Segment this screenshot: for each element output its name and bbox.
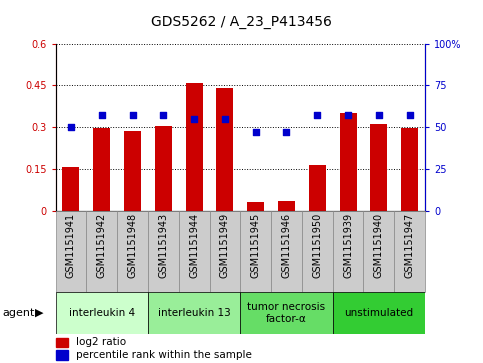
Text: GSM1151948: GSM1151948 <box>128 213 138 278</box>
Text: GSM1151941: GSM1151941 <box>66 213 76 278</box>
Bar <box>86 211 117 292</box>
Point <box>252 129 259 135</box>
Bar <box>240 211 271 292</box>
Bar <box>56 292 148 334</box>
Bar <box>56 350 69 360</box>
Bar <box>179 211 210 292</box>
Bar <box>56 338 69 347</box>
Bar <box>309 165 326 211</box>
Text: GSM1151943: GSM1151943 <box>158 213 168 278</box>
Text: interleukin 4: interleukin 4 <box>69 308 135 318</box>
Point <box>375 113 383 118</box>
Text: ▶: ▶ <box>35 308 43 318</box>
Text: GSM1151939: GSM1151939 <box>343 213 353 278</box>
Point <box>98 113 106 118</box>
Text: GSM1151942: GSM1151942 <box>97 213 107 278</box>
Bar <box>185 82 202 211</box>
Bar <box>364 211 394 292</box>
Point <box>406 113 413 118</box>
Text: GDS5262 / A_23_P413456: GDS5262 / A_23_P413456 <box>151 15 332 29</box>
Bar <box>340 113 356 211</box>
Bar <box>271 211 302 292</box>
Text: GSM1151947: GSM1151947 <box>405 213 414 278</box>
Point <box>283 129 290 135</box>
Bar <box>155 126 172 211</box>
Bar <box>148 292 241 334</box>
Bar <box>302 211 333 292</box>
Bar <box>333 211 364 292</box>
Text: GSM1151950: GSM1151950 <box>313 213 322 278</box>
Bar <box>210 211 240 292</box>
Point <box>67 124 75 130</box>
Bar <box>401 129 418 211</box>
Point <box>128 113 136 118</box>
Point <box>313 113 321 118</box>
Bar <box>333 292 425 334</box>
Text: log2 ratio: log2 ratio <box>76 337 126 347</box>
Bar <box>278 201 295 211</box>
Text: percentile rank within the sample: percentile rank within the sample <box>76 350 252 360</box>
Bar <box>370 124 387 211</box>
Text: GSM1151940: GSM1151940 <box>374 213 384 278</box>
Bar <box>394 211 425 292</box>
Text: GSM1151949: GSM1151949 <box>220 213 230 278</box>
Text: tumor necrosis
factor-α: tumor necrosis factor-α <box>247 302 326 324</box>
Point <box>221 116 229 122</box>
Text: unstimulated: unstimulated <box>344 308 413 318</box>
Text: GSM1151944: GSM1151944 <box>189 213 199 278</box>
Text: agent: agent <box>2 308 35 318</box>
Bar <box>93 129 110 211</box>
Bar <box>216 88 233 211</box>
Bar <box>247 202 264 211</box>
Point <box>344 113 352 118</box>
Bar <box>124 131 141 211</box>
Bar <box>62 167 79 211</box>
Point <box>159 113 167 118</box>
Text: GSM1151945: GSM1151945 <box>251 213 261 278</box>
Bar <box>117 211 148 292</box>
Bar <box>56 211 86 292</box>
Bar <box>240 292 333 334</box>
Point <box>190 116 198 122</box>
Text: interleukin 13: interleukin 13 <box>158 308 230 318</box>
Bar <box>148 211 179 292</box>
Text: GSM1151946: GSM1151946 <box>282 213 291 278</box>
